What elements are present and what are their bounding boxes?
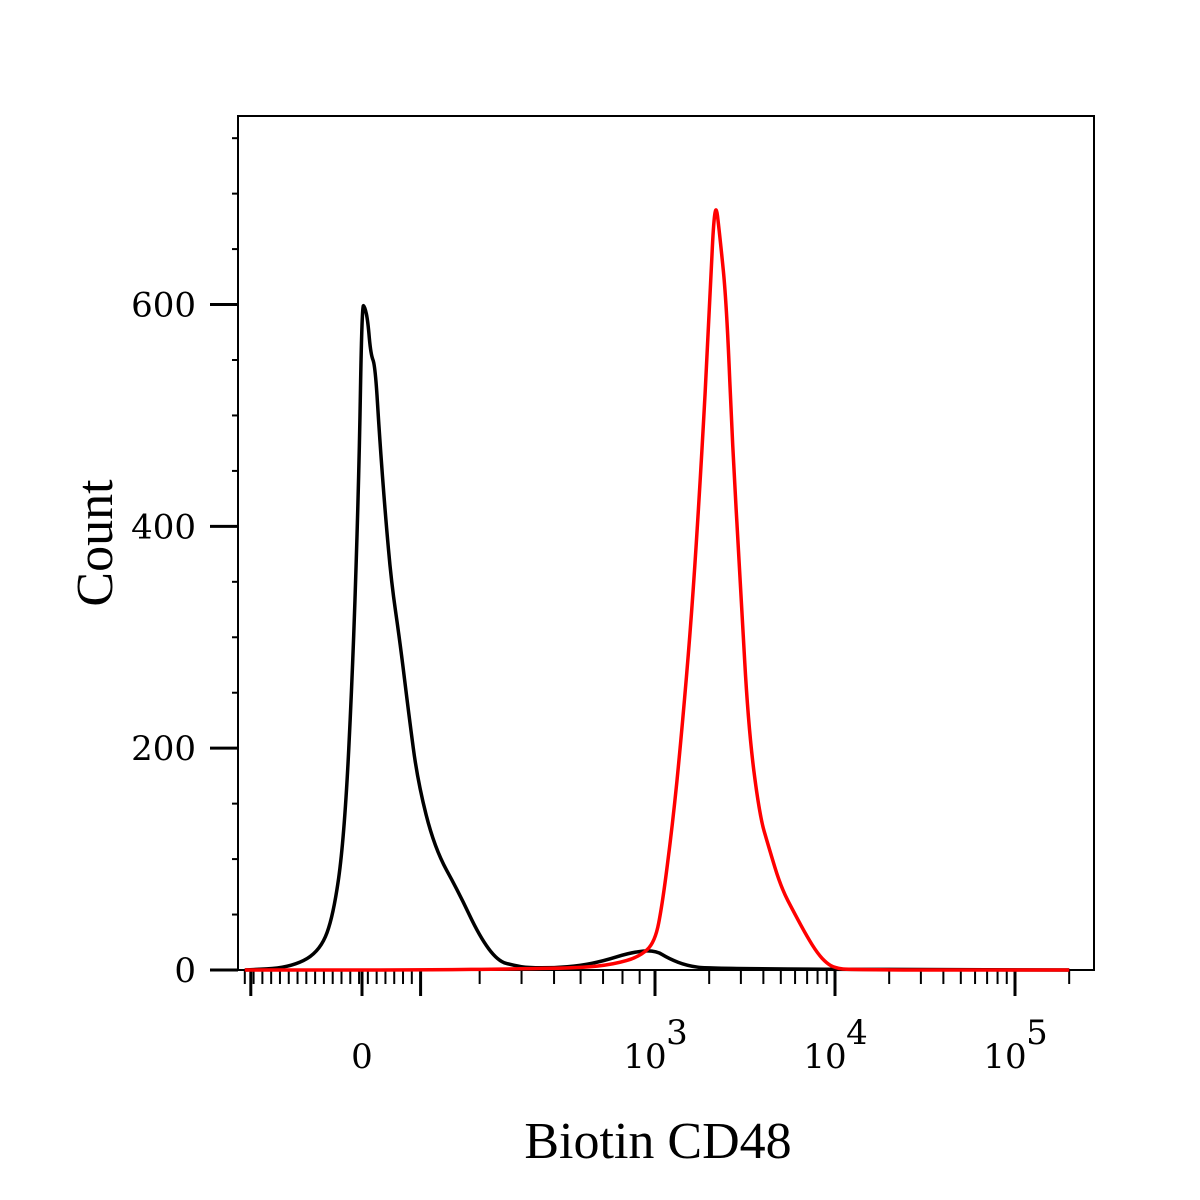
x-tick-label: 10 xyxy=(803,1037,846,1077)
y-tick-label: 0 xyxy=(174,951,196,991)
x-axis-title: Biotin CD48 xyxy=(524,1113,791,1170)
plot-frame xyxy=(237,115,1095,971)
series-line-1 xyxy=(244,303,1070,972)
x-tick-exponent: 5 xyxy=(1026,1013,1048,1053)
x-axis-minor-ticks xyxy=(243,970,1071,984)
x-tick-exponent: 3 xyxy=(666,1013,688,1053)
y-axis-minor-ticks xyxy=(232,137,238,916)
x-tick-label: 10 xyxy=(623,1037,666,1077)
y-tick-label: 400 xyxy=(131,507,196,547)
series-layer xyxy=(244,208,1070,972)
x-tick-label: 10 xyxy=(983,1037,1026,1077)
y-axis-title: Count xyxy=(67,479,124,607)
x-tick-exponent: 4 xyxy=(846,1013,868,1053)
series-line-2 xyxy=(244,208,1070,972)
axis-major-ticks xyxy=(210,303,1017,996)
y-tick-label: 600 xyxy=(131,286,196,326)
y-tick-label: 200 xyxy=(131,729,196,769)
x-tick-label: 0 xyxy=(351,1037,373,1077)
